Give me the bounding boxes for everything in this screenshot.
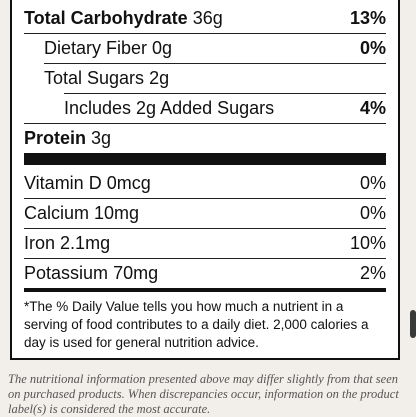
divider xyxy=(24,198,386,199)
scrollbar-thumb[interactable] xyxy=(410,310,416,338)
nutrient-name: Vitamin D xyxy=(24,172,102,193)
divider xyxy=(24,258,386,259)
total-carbohydrate-row: Total Carbohydrate 36g 13% xyxy=(24,3,386,33)
medium-divider xyxy=(24,288,386,292)
nutrient-name: Potassium xyxy=(24,262,109,283)
vitamin-d-row: Vitamin D 0mcg 0% xyxy=(24,168,386,198)
potassium-row: Potassium 70mg 2% xyxy=(24,258,386,288)
calcium-row: Calcium 10mg 0% xyxy=(24,198,386,228)
divider xyxy=(64,93,386,94)
daily-value: 0% xyxy=(359,37,386,58)
nutrient-name: Calcium xyxy=(24,202,90,223)
added-sugars-row: Includes 2g Added Sugars 4% xyxy=(64,93,386,123)
daily-value: 2% xyxy=(359,262,386,283)
protein-row: Protein 3g xyxy=(24,123,386,153)
thick-divider xyxy=(24,153,386,165)
divider xyxy=(24,33,386,34)
nutrient-amount: 10mg xyxy=(94,202,140,223)
nutrient-amount: 2g xyxy=(149,67,170,88)
nutrient-amount: 0mcg xyxy=(106,172,151,193)
nutrient-amount: 2.1mg xyxy=(60,232,111,253)
iron-row: Iron 2.1mg 10% xyxy=(24,228,386,258)
nutrient-amount: 0g xyxy=(152,37,173,58)
daily-value-footnote: *The % Daily Value tells you how much a … xyxy=(24,299,369,350)
nutrient-name: Total Carbohydrate xyxy=(24,7,188,28)
daily-value: 4% xyxy=(359,97,386,118)
daily-value: 0% xyxy=(359,172,386,193)
added-sugars-text: Includes 2g Added Sugars xyxy=(64,97,275,118)
daily-value: 0% xyxy=(359,202,386,223)
total-sugars-row: Total Sugars 2g xyxy=(44,63,386,93)
daily-value: 10% xyxy=(349,232,386,253)
nutrient-amount: 3g xyxy=(91,127,112,148)
nutrient-amount: 36g xyxy=(192,7,223,28)
divider xyxy=(44,63,386,64)
nutrition-disclaimer: The nutritional information presented ab… xyxy=(8,372,399,416)
nutrient-name: Iron xyxy=(24,232,56,253)
dietary-fiber-row: Dietary Fiber 0g 0% xyxy=(44,33,386,63)
nutrient-name: Dietary Fiber xyxy=(44,37,148,58)
divider xyxy=(24,228,386,229)
divider xyxy=(24,123,386,124)
daily-value: 13% xyxy=(349,7,386,28)
nutrient-name: Total Sugars xyxy=(44,67,145,88)
nutrition-facts-panel: Total Carbohydrate 36g 13% Dietary Fiber… xyxy=(10,0,400,360)
nutrient-name: Protein xyxy=(24,127,87,148)
nutrient-amount: 70mg xyxy=(113,262,159,283)
